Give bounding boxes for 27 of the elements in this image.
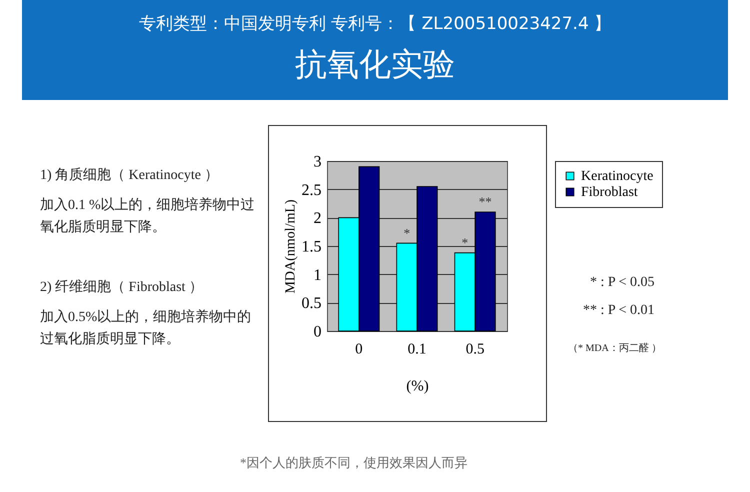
text: 2) 纤维细胞（ Fibroblast ） xyxy=(40,278,204,297)
y-tick-label: 1.5 xyxy=(302,238,322,256)
text: *因个人的肤质不同，使用效果因人而异 xyxy=(240,454,468,472)
x-axis-title: (%) xyxy=(406,378,429,394)
x-tick-label: 0 xyxy=(355,342,363,358)
text: ** : P < 0.01 xyxy=(583,302,656,320)
y-axis-title: MDA(nmol/mL) xyxy=(284,199,298,294)
y-tick-label: 0.5 xyxy=(302,295,322,312)
text: 加入0.5%以上的，细胞培养物中的过氧化脂质明显下降。 xyxy=(40,308,252,349)
annotation: * xyxy=(462,234,468,250)
text: 1) 角质细胞（ Keratinocyte ） xyxy=(40,166,220,185)
x-tick-label: 0.5 xyxy=(466,342,484,358)
chart-title: 抗氧化实验 xyxy=(294,44,456,85)
y-tick-label: 3 xyxy=(314,154,322,170)
annotation: ** xyxy=(478,194,492,210)
text: 加入0.1 %以上的，细胞培养物中过氧化脂质明显下降。 xyxy=(40,196,256,237)
y-tick-label: 2 xyxy=(314,210,322,228)
text: （* MDA：丙二醛 ） xyxy=(568,342,662,356)
annotation: * xyxy=(404,225,410,240)
text: * : P < 0.05 xyxy=(590,274,656,292)
legend-label: Keratinocyte xyxy=(581,169,654,184)
legend-label: Fibroblast xyxy=(581,185,638,200)
x-tick-label: 0.1 xyxy=(408,342,426,358)
chart-subtitle: 专利类型：中国发明专利 专利号：【 ZL200510023427.4 】 xyxy=(138,13,612,35)
y-tick-label: 0 xyxy=(314,324,322,340)
y-tick-label: 1 xyxy=(314,266,322,284)
y-tick-label: 2.5 xyxy=(302,182,322,199)
